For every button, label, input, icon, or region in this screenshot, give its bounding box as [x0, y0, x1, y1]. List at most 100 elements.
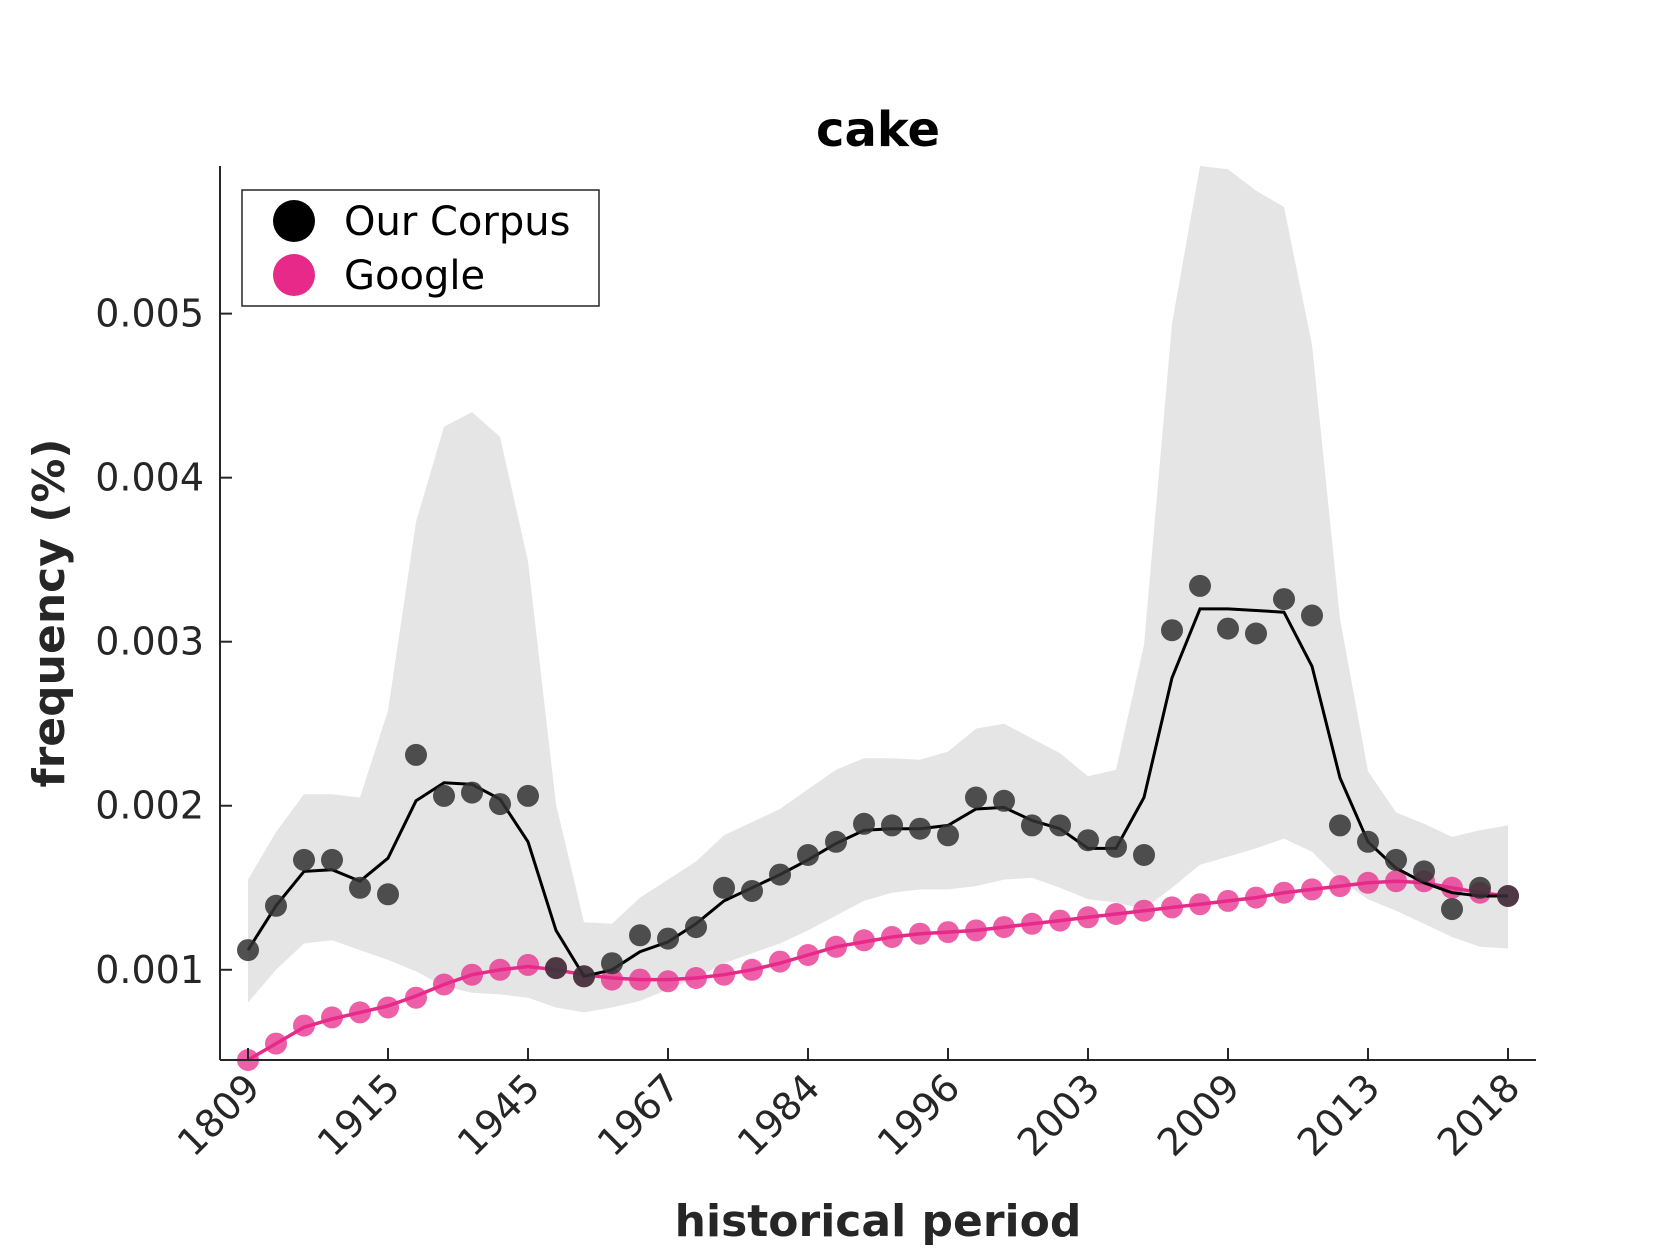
corpus-point	[1357, 830, 1379, 853]
google-point	[965, 919, 987, 942]
google-point	[1329, 875, 1351, 898]
legend-label-google: Google	[344, 253, 485, 299]
google-point	[1385, 870, 1407, 893]
y-tick-label: 0.003	[95, 620, 204, 664]
corpus-point	[265, 894, 287, 917]
corpus-point	[685, 916, 707, 939]
corpus-point	[405, 743, 427, 766]
corpus-point	[1469, 876, 1491, 899]
axes	[219, 166, 1536, 1061]
corpus-point	[1329, 814, 1351, 837]
corpus-series-layer	[237, 574, 1519, 988]
corpus-point	[517, 784, 539, 807]
corpus-point	[1161, 619, 1183, 642]
google-point	[909, 922, 931, 945]
google-point	[769, 950, 791, 973]
google-point	[713, 963, 735, 986]
corpus-point	[461, 781, 483, 804]
corpus-point	[293, 848, 315, 871]
corpus-point	[797, 844, 819, 866]
corpus-point	[377, 883, 399, 906]
y-tick-label: 0.004	[95, 456, 204, 500]
google-point	[825, 935, 847, 958]
corpus-point	[1217, 617, 1239, 640]
corpus-point	[573, 965, 595, 988]
legend: Our Corpus Google	[241, 189, 600, 307]
google-point	[461, 963, 483, 986]
y-tick-label: 0.001	[95, 948, 204, 992]
corpus-point	[1385, 848, 1407, 871]
google-point	[377, 996, 399, 1019]
google-point	[797, 944, 819, 966]
google-point	[1245, 886, 1267, 909]
google-point	[1049, 909, 1071, 932]
corpus-point	[1049, 814, 1071, 837]
corpus-point	[321, 848, 343, 871]
x-axis-label: historical period	[675, 1196, 1082, 1247]
google-point	[1133, 899, 1155, 922]
google-point	[1441, 876, 1463, 899]
google-point	[489, 958, 511, 981]
google-point	[741, 958, 763, 981]
corpus-point	[881, 814, 903, 837]
google-point	[937, 921, 959, 944]
corpus-point	[713, 876, 735, 899]
corpus-point	[853, 812, 875, 835]
y-axis-label: frequency (%)	[24, 438, 75, 787]
google-point	[657, 970, 679, 993]
y-tick-label: 0.005	[95, 292, 204, 336]
corpus-point	[1133, 844, 1155, 866]
google-point	[1217, 889, 1239, 912]
google-point	[1189, 893, 1211, 916]
google-point	[853, 929, 875, 952]
google-point	[1301, 878, 1323, 901]
confidence-band	[248, 166, 1508, 1013]
corpus-point	[741, 880, 763, 902]
google-point	[1161, 896, 1183, 919]
corpus-point	[657, 927, 679, 950]
google-point	[601, 968, 623, 991]
corpus-point	[1497, 885, 1519, 907]
corpus-point	[1077, 829, 1099, 852]
legend-marker-our-corpus	[273, 200, 315, 242]
corpus-point	[1105, 835, 1127, 858]
corpus-point	[1021, 814, 1043, 837]
corpus-point	[825, 830, 847, 853]
corpus-point	[545, 957, 567, 980]
google-point	[433, 973, 455, 996]
corpus-point	[433, 784, 455, 807]
corpus-point	[1189, 574, 1211, 597]
confidence-band-layer	[248, 166, 1508, 1013]
google-point	[629, 968, 651, 991]
corpus-point	[909, 817, 931, 840]
corpus-point	[965, 786, 987, 809]
google-point	[1077, 906, 1099, 929]
google-point	[685, 967, 707, 989]
google-point	[1105, 903, 1127, 925]
chart-title: cake	[816, 102, 940, 158]
corpus-point	[993, 789, 1015, 812]
corpus-point	[629, 924, 651, 947]
google-point	[881, 926, 903, 948]
legend-label-our-corpus: Our Corpus	[344, 199, 570, 245]
google-point	[993, 916, 1015, 939]
y-ticks: 0.001 0.002 0.003 0.004 0.005	[95, 292, 232, 992]
google-trend-line	[247, 879, 1509, 1062]
corpus-point	[601, 952, 623, 975]
legend-marker-google	[273, 254, 315, 296]
google-point	[349, 1001, 371, 1024]
google-point	[265, 1032, 287, 1055]
corpus-point	[1441, 898, 1463, 921]
corpus-trend-line	[246, 607, 1508, 979]
google-point	[293, 1014, 315, 1037]
corpus-point	[489, 793, 511, 816]
corpus-point	[1301, 604, 1323, 627]
google-point	[517, 953, 539, 976]
google-point	[1021, 912, 1043, 935]
google-point	[1357, 871, 1379, 894]
google-point	[405, 986, 427, 1009]
corpus-point	[937, 824, 959, 847]
google-point	[1273, 881, 1295, 904]
